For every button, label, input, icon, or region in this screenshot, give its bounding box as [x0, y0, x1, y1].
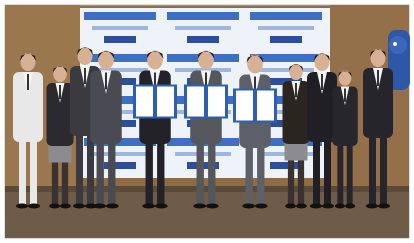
logo-band: [258, 26, 314, 30]
logo-band: [167, 12, 239, 20]
logo-band: [92, 26, 148, 30]
logo-band: [104, 36, 136, 43]
certificate: [136, 87, 153, 117]
leg: [313, 137, 320, 205]
mascot-head: [389, 36, 407, 54]
shoe: [335, 204, 345, 209]
shoe: [242, 204, 255, 209]
shoe: [206, 204, 219, 209]
leg: [347, 141, 353, 205]
photo: [0, 0, 414, 243]
shoe: [378, 204, 390, 209]
certificate: [187, 87, 204, 117]
leg: [337, 141, 343, 205]
logo-band: [250, 12, 322, 20]
shoe: [142, 204, 155, 209]
shoe: [49, 204, 60, 209]
certificate: [157, 87, 174, 117]
shoe: [296, 204, 307, 209]
leg: [157, 139, 164, 205]
leg: [19, 137, 26, 205]
certificate: [257, 91, 274, 121]
leg: [380, 133, 387, 205]
logo-band: [270, 162, 302, 169]
leg: [324, 137, 331, 205]
logo-band: [175, 26, 231, 30]
shoe: [73, 204, 85, 209]
leg: [197, 139, 204, 205]
leg: [257, 143, 264, 205]
certificate: [208, 87, 225, 117]
shoe: [28, 204, 40, 209]
leg: [97, 139, 104, 205]
logo-band: [187, 36, 219, 43]
shoe: [155, 204, 168, 209]
leg: [246, 143, 253, 205]
logo-band: [270, 36, 302, 43]
mascot-eye: [393, 42, 397, 46]
leg: [208, 139, 215, 205]
shoe: [16, 204, 28, 209]
leg: [369, 133, 376, 205]
shoe: [193, 204, 206, 209]
leg: [108, 139, 115, 205]
shoe: [60, 204, 71, 209]
shoe: [93, 204, 106, 209]
logo-band: [84, 54, 156, 62]
leg: [146, 139, 153, 205]
shoe: [285, 204, 296, 209]
shoe: [106, 204, 119, 209]
shoe: [322, 204, 334, 209]
shoe: [366, 204, 378, 209]
logo-band: [258, 68, 314, 72]
shoe: [255, 204, 268, 209]
leg: [30, 137, 37, 205]
page: (() => { const svg = document.getElement…: [0, 0, 414, 243]
shoe: [310, 204, 322, 209]
logo-band: [84, 12, 156, 20]
leg: [76, 131, 83, 205]
certificate: [236, 91, 253, 121]
shoe: [345, 204, 355, 209]
